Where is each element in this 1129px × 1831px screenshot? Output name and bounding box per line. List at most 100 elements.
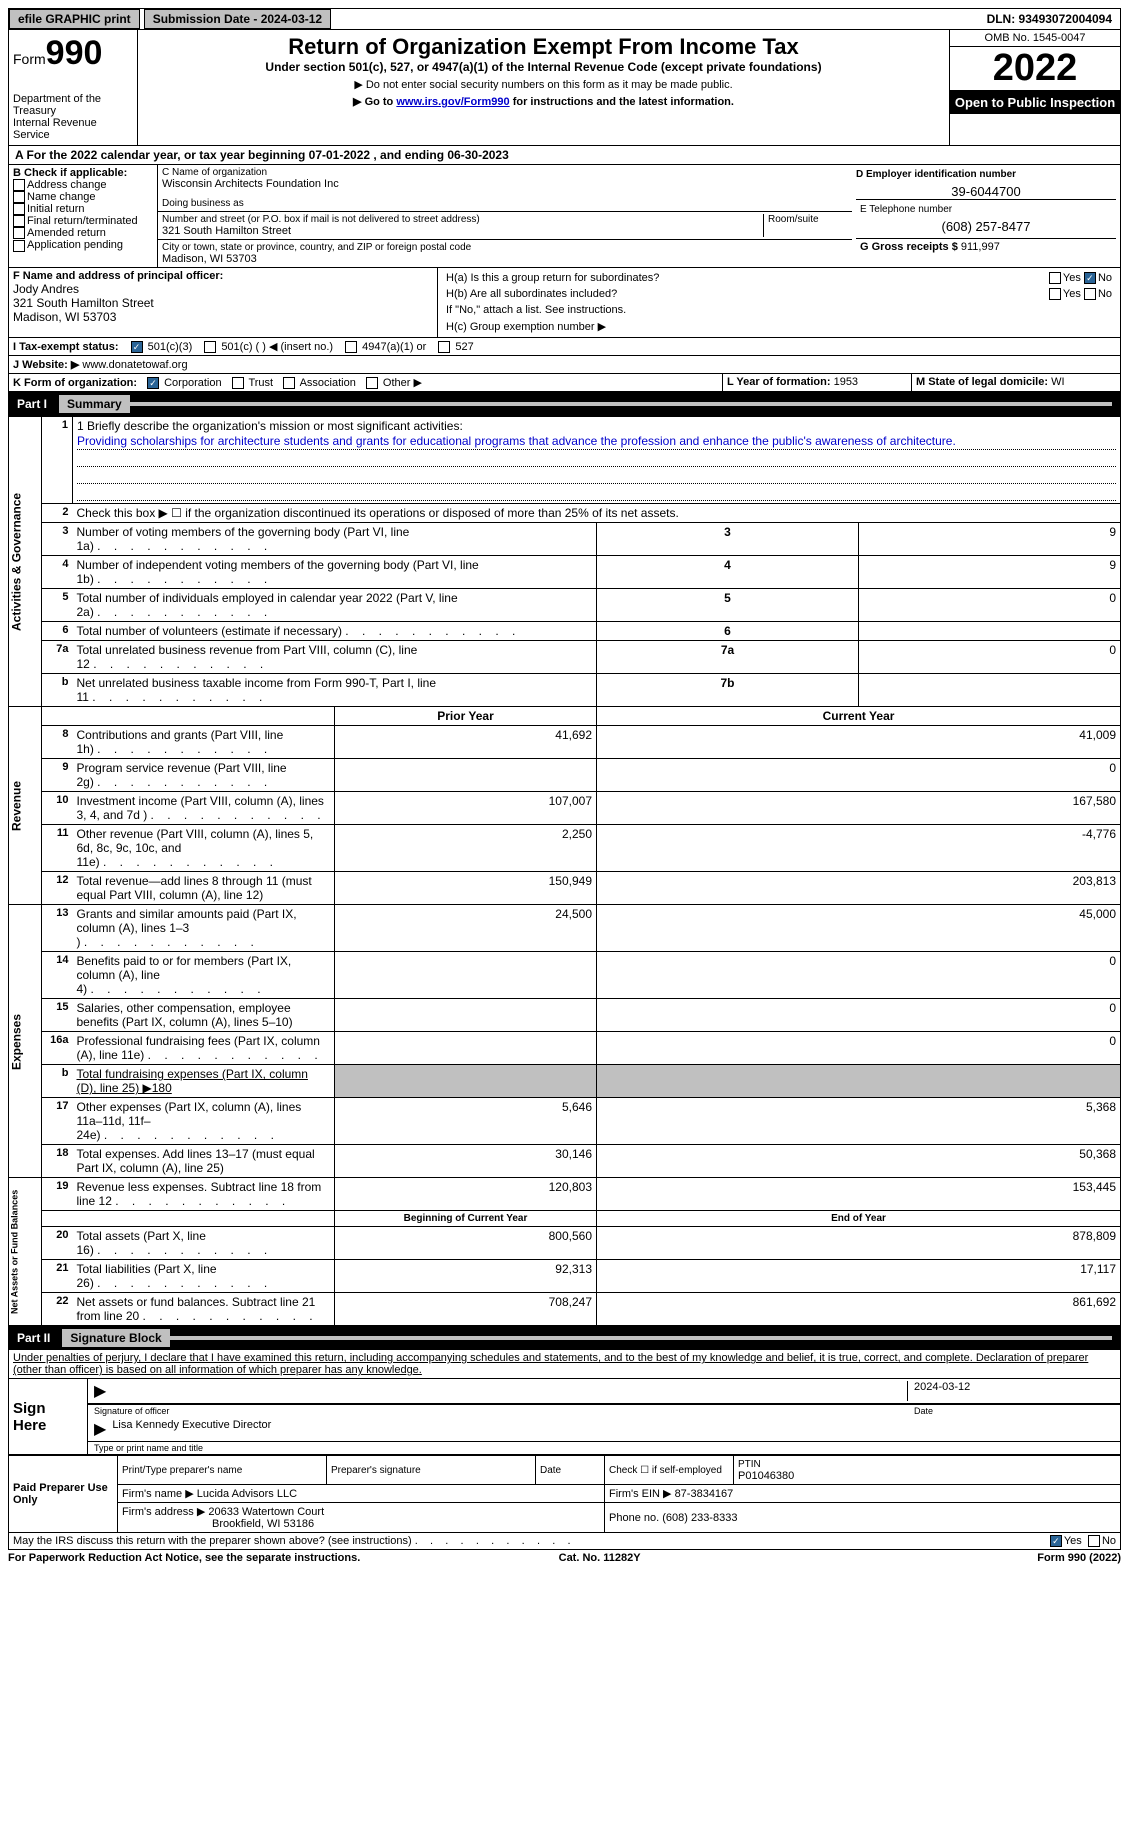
line-10-prior: 107,007 <box>335 792 597 825</box>
line-21-end: 17,117 <box>597 1260 1121 1293</box>
section-klm-row: K Form of organization: Corporation Trus… <box>8 374 1121 392</box>
line-8-current: 41,009 <box>597 726 1121 759</box>
state-domicile: WI <box>1051 376 1064 388</box>
sig-officer-label: Signature of officer <box>88 1404 908 1417</box>
line-13-current: 45,000 <box>597 905 1121 952</box>
activities-governance-label: Activities & Governance <box>9 417 42 707</box>
hb-yes-checkbox[interactable] <box>1049 288 1061 300</box>
sign-here-label: Sign Here <box>9 1379 88 1454</box>
hb-label: H(b) Are all subordinates included? <box>446 288 1049 300</box>
line-15-prior <box>335 999 597 1032</box>
corporation-checkbox[interactable] <box>147 377 159 389</box>
line-19-prior: 120,803 <box>335 1178 597 1211</box>
year-formation: 1953 <box>834 376 858 388</box>
website-url: www.donatetowaf.org <box>82 359 187 371</box>
line-10-current: 167,580 <box>597 792 1121 825</box>
department: Department of the Treasury Internal Reve… <box>13 93 133 141</box>
name-label: Type or print name and title <box>88 1441 1120 1454</box>
line-11-prior: 2,250 <box>335 825 597 872</box>
instructions-link[interactable]: www.irs.gov/Form990 <box>396 96 509 108</box>
street-address: 321 South Hamilton Street <box>162 225 763 237</box>
association-checkbox[interactable] <box>283 377 295 389</box>
room-suite-label: Room/suite <box>768 214 848 225</box>
officer-addr2: Madison, WI 53703 <box>13 310 433 324</box>
line-8-prior: 41,692 <box>335 726 597 759</box>
address-change-checkbox[interactable] <box>13 179 25 191</box>
part1-header: Part I Summary <box>8 392 1121 416</box>
form-subtitle: Under section 501(c), 527, or 4947(a)(1)… <box>146 60 941 74</box>
firm-ein: 87-3834167 <box>675 1488 734 1500</box>
final-return-checkbox[interactable] <box>13 215 25 227</box>
sign-here-block: Sign Here ▶ 2024-03-12 Signature of offi… <box>8 1379 1121 1455</box>
hc-label: H(c) Group exemption number ▶ <box>442 318 1116 335</box>
501c-checkbox[interactable] <box>204 341 216 353</box>
initial-return-checkbox[interactable] <box>13 203 25 215</box>
ha-yes-checkbox[interactable] <box>1049 272 1061 284</box>
submission-date: Submission Date - 2024-03-12 <box>144 9 331 29</box>
ha-no-checkbox[interactable] <box>1084 272 1096 284</box>
telephone: (608) 257-8477 <box>860 215 1112 234</box>
form-version: Form 990 (2022) <box>1037 1552 1121 1564</box>
trust-checkbox[interactable] <box>232 377 244 389</box>
footer: For Paperwork Reduction Act Notice, see … <box>8 1550 1121 1566</box>
ein: 39-6044700 <box>856 180 1116 199</box>
section-d: D Employer identification number 39-6044… <box>852 165 1120 267</box>
signature-arrow-icon: ▶ <box>94 1381 106 1401</box>
paid-preparer-label: Paid Preparer Use Only <box>9 1456 118 1533</box>
ptin: P01046380 <box>738 1470 794 1482</box>
amended-return-checkbox[interactable] <box>13 227 25 239</box>
section-c: C Name of organization Wisconsin Archite… <box>158 165 852 267</box>
line-17-current: 5,368 <box>597 1098 1121 1145</box>
section-fh-row: F Name and address of principal officer:… <box>8 268 1121 338</box>
501c3-checkbox[interactable] <box>131 341 143 353</box>
4947a1-checkbox[interactable] <box>345 341 357 353</box>
gross-receipts: 911,997 <box>961 241 1000 253</box>
form-number: Form990 <box>13 34 133 73</box>
section-j-row: J Website: ▶ www.donatetowaf.org <box>8 356 1121 374</box>
hb-note: If "No," attach a list. See instructions… <box>442 302 1116 318</box>
line-11-current: -4,776 <box>597 825 1121 872</box>
part2-header: Part II Signature Block <box>8 1326 1121 1350</box>
line-9-current: 0 <box>597 759 1121 792</box>
527-checkbox[interactable] <box>438 341 450 353</box>
ha-label: H(a) Is this a group return for subordin… <box>446 272 1049 284</box>
tax-period: A For the 2022 calendar year, or tax yea… <box>8 146 1121 165</box>
name-change-checkbox[interactable] <box>13 191 25 203</box>
line-4-value: 9 <box>859 556 1121 589</box>
firm-addr2: Brookfield, WI 53186 <box>212 1518 314 1530</box>
section-b: B Check if applicable: Address change Na… <box>9 165 158 267</box>
line-22-beg: 708,247 <box>335 1293 597 1326</box>
top-bar: efile GRAPHIC print Submission Date - 20… <box>8 8 1121 30</box>
line-13-prior: 24,500 <box>335 905 597 952</box>
application-pending-checkbox[interactable] <box>13 240 25 252</box>
firm-name: Lucida Advisors LLC <box>197 1488 297 1500</box>
beginning-year-header: Beginning of Current Year <box>335 1211 597 1227</box>
line-20-beg: 800,560 <box>335 1227 597 1260</box>
ssn-note: ▶ Do not enter social security numbers o… <box>146 78 941 91</box>
prior-year-header: Prior Year <box>335 707 597 726</box>
line-7b-value <box>859 674 1121 707</box>
efile-print-button[interactable]: efile GRAPHIC print <box>9 9 140 29</box>
discuss-yes-checkbox[interactable] <box>1050 1535 1062 1547</box>
line-20-end: 878,809 <box>597 1227 1121 1260</box>
other-checkbox[interactable] <box>366 377 378 389</box>
mission-label: 1 Briefly describe the organization's mi… <box>77 419 463 433</box>
line-7a-value: 0 <box>859 641 1121 674</box>
discuss-row: May the IRS discuss this return with the… <box>8 1533 1121 1550</box>
line-21-beg: 92,313 <box>335 1260 597 1293</box>
form-header: Form990 Department of the Treasury Inter… <box>8 30 1121 146</box>
net-assets-label: Net Assets or Fund Balances <box>9 1178 42 1326</box>
line-19-current: 153,445 <box>597 1178 1121 1211</box>
discuss-no-checkbox[interactable] <box>1088 1535 1100 1547</box>
sign-date: 2024-03-12 <box>907 1381 1114 1401</box>
section-bcd-row: B Check if applicable: Address change Na… <box>8 165 1121 268</box>
org-name: Wisconsin Architects Foundation Inc <box>162 178 848 190</box>
line-9-prior <box>335 759 597 792</box>
line-18-current: 50,368 <box>597 1145 1121 1178</box>
line-6-value <box>859 622 1121 641</box>
paid-preparer-block: Paid Preparer Use Only Print/Type prepar… <box>8 1455 1121 1533</box>
tax-year: 2022 <box>950 47 1120 91</box>
hb-no-checkbox[interactable] <box>1084 288 1096 300</box>
firm-phone: (608) 233-8333 <box>662 1512 737 1524</box>
paperwork-notice: For Paperwork Reduction Act Notice, see … <box>8 1552 360 1564</box>
